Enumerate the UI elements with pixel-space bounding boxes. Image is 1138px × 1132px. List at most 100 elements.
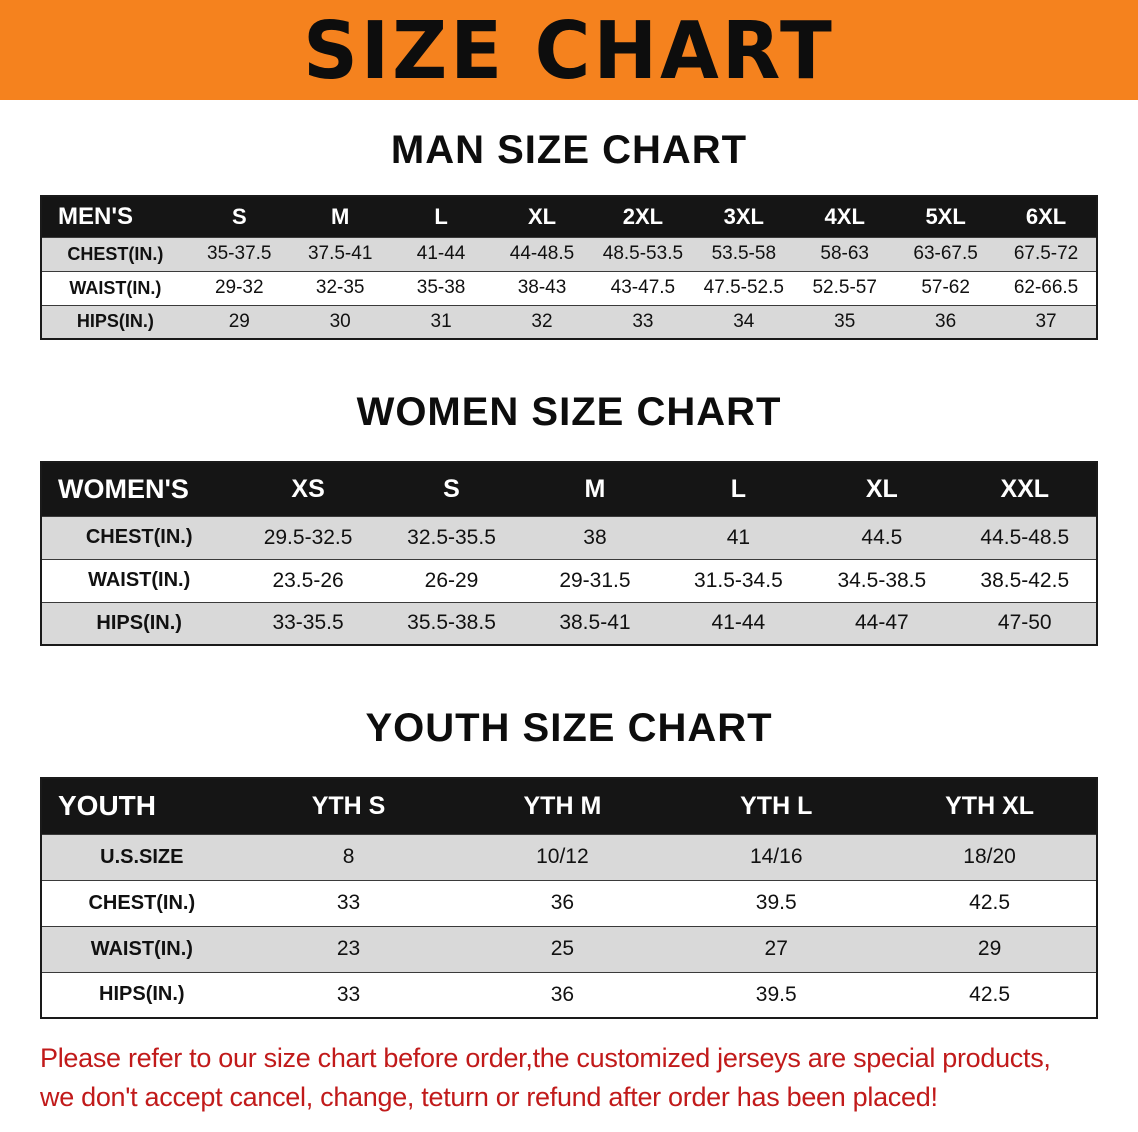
measure-value: 31	[390, 304, 492, 339]
measure-value: 26-29	[379, 558, 524, 602]
table-row: HIPS(IN.) 33-35.5 35.5-38.5 38.5-41 41-44 44-…	[41, 601, 1097, 645]
men-size-section: MAN SIZE CHART MEN'S S M L XL 2XL 3XL 4XL 5XL 6XL…	[0, 128, 1138, 340]
size-column-header: 6XL	[996, 196, 1097, 237]
measure-label: WAIST(IN.)	[41, 558, 237, 602]
measure-label: HIPS(IN.)	[41, 304, 189, 339]
measure-value: 35-37.5	[188, 236, 290, 271]
table-corner-label: MEN'S	[41, 196, 189, 237]
size-column-header: S	[379, 462, 524, 516]
measure-value: 63-67.5	[895, 236, 997, 271]
measure-value: 47.5-52.5	[693, 270, 795, 305]
measure-value: 37	[996, 304, 1097, 339]
table-row: WAIST(IN.) 23.5-26 26-29 29-31.5 31.5-34.5 34…	[41, 558, 1097, 602]
measure-value: 36	[895, 304, 997, 339]
measure-value: 33-35.5	[236, 601, 380, 645]
measure-value: 38.5-41	[523, 601, 667, 645]
measure-value: 47-50	[953, 601, 1097, 645]
size-column-header: YTH L	[669, 778, 884, 834]
size-column-header: XS	[236, 462, 380, 516]
measure-label: HIPS(IN.)	[41, 971, 242, 1018]
measure-value: 42.5	[883, 971, 1097, 1018]
measure-value: 29-32	[188, 270, 290, 305]
size-column-header: XXL	[953, 462, 1097, 516]
size-column-header: M	[523, 462, 667, 516]
size-column-header: S	[188, 196, 290, 237]
measure-value: 8	[241, 833, 456, 880]
size-column-header: L	[390, 196, 492, 237]
measure-value: 23.5-26	[236, 558, 380, 602]
measure-value: 33	[592, 304, 694, 339]
table-corner-label: WOMEN'S	[41, 462, 237, 516]
measure-value: 10/12	[455, 833, 670, 880]
measure-value: 23	[241, 925, 456, 972]
table-row: WAIST(IN.) 29-32 32-35 35-38 38-43 43-47.5 47.…	[41, 270, 1097, 305]
measure-label: CHEST(IN.)	[41, 236, 189, 271]
measure-value: 44-47	[810, 601, 954, 645]
table-row: U.S.SIZE 8 10/12 14/16 18/20	[41, 833, 1097, 880]
size-column-header: M	[289, 196, 391, 237]
men-section-heading: MAN SIZE CHART	[390, 128, 748, 172]
measure-value: 29	[883, 925, 1097, 972]
table-row: HIPS(IN.) 33 36 39.5 42.5	[41, 971, 1097, 1018]
measure-value: 43-47.5	[592, 270, 694, 305]
notice-line-1: Please refer to our size chart before or…	[40, 1043, 1051, 1073]
size-column-header: 4XL	[794, 196, 896, 237]
measure-value: 39.5	[669, 879, 884, 926]
table-row: CHEST(IN.) 35-37.5 37.5-41 41-44 44-48.5 48.5…	[41, 236, 1097, 271]
measure-value: 32-35	[289, 270, 391, 305]
measure-value: 27	[669, 925, 884, 972]
measure-value: 44.5	[810, 515, 954, 559]
measure-value: 32	[491, 304, 593, 339]
youth-section-heading: YOUTH SIZE CHART	[365, 706, 773, 750]
table-header-row: MEN'S S M L XL 2XL 3XL 4XL 5XL 6XL	[41, 196, 1097, 237]
banner: SIZE CHART	[0, 0, 1138, 100]
measure-value: 34	[693, 304, 795, 339]
measure-value: 14/16	[669, 833, 884, 880]
measure-value: 29-31.5	[523, 558, 667, 602]
measure-value: 36	[455, 879, 670, 926]
women-size-table: WOMEN'S XS S M L XL XXL CHEST(IN.) 29.5-32.5 32.5…	[40, 461, 1098, 646]
footer-notice: Please refer to our size chart before or…	[40, 1043, 1138, 1113]
table-row: HIPS(IN.) 29 30 31 32 33 34 35 36 37	[41, 304, 1097, 339]
page-title: SIZE CHART	[303, 3, 835, 97]
table-row: WAIST(IN.) 23 25 27 29	[41, 925, 1097, 972]
measure-value: 38	[523, 515, 667, 559]
table-row: CHEST(IN.) 29.5-32.5 32.5-35.5 38 41 44.5 44.5…	[41, 515, 1097, 559]
measure-label: CHEST(IN.)	[41, 515, 237, 559]
measure-value: 42.5	[883, 879, 1097, 926]
measure-value: 41-44	[390, 236, 492, 271]
size-column-header: YTH S	[241, 778, 456, 834]
table-row: CHEST(IN.) 33 36 39.5 42.5	[41, 879, 1097, 926]
women-size-section: WOMEN SIZE CHART WOMEN'S XS S M L XL XXL CHEST(…	[0, 390, 1138, 646]
measure-value: 48.5-53.5	[592, 236, 694, 271]
size-column-header: XL	[810, 462, 954, 516]
measure-value: 29	[188, 304, 290, 339]
measure-value: 35.5-38.5	[379, 601, 524, 645]
size-column-header: YTH M	[455, 778, 670, 834]
measure-label: HIPS(IN.)	[41, 601, 237, 645]
measure-value: 41	[666, 515, 811, 559]
size-column-header: YTH XL	[883, 778, 1097, 834]
measure-value: 18/20	[883, 833, 1097, 880]
measure-value: 41-44	[666, 601, 811, 645]
size-column-header: 2XL	[592, 196, 694, 237]
measure-value: 38-43	[491, 270, 593, 305]
measure-value: 44-48.5	[491, 236, 593, 271]
measure-value: 34.5-38.5	[810, 558, 954, 602]
measure-value: 36	[455, 971, 670, 1018]
youth-size-table: YOUTH YTH S YTH M YTH L YTH XL U.S.SIZE 8 10/12…	[40, 777, 1098, 1019]
table-corner-label: YOUTH	[41, 778, 242, 834]
measure-value: 52.5-57	[794, 270, 896, 305]
measure-label: WAIST(IN.)	[41, 270, 189, 305]
measure-label: U.S.SIZE	[41, 833, 242, 880]
measure-value: 38.5-42.5	[953, 558, 1097, 602]
measure-value: 35	[794, 304, 896, 339]
measure-value: 39.5	[669, 971, 884, 1018]
table-header-row: WOMEN'S XS S M L XL XXL	[41, 462, 1097, 516]
women-section-heading: WOMEN SIZE CHART	[356, 390, 782, 434]
youth-size-section: YOUTH SIZE CHART YOUTH YTH S YTH M YTH L YTH…	[0, 706, 1138, 1019]
measure-value: 25	[455, 925, 670, 972]
measure-value: 62-66.5	[996, 270, 1097, 305]
measure-value: 58-63	[794, 236, 896, 271]
